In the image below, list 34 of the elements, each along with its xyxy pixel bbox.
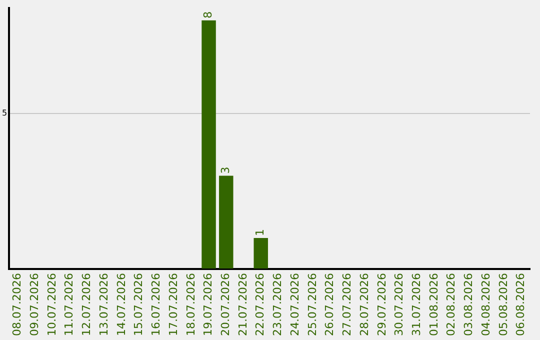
x-tick-label: 14.07.2026 [114, 273, 128, 336]
x-tick-label: 27.07.2026 [340, 273, 354, 336]
x-tick-label: 25.07.2026 [306, 273, 319, 336]
data-label: 8 [202, 11, 215, 18]
x-tick-label: 13.07.2026 [97, 273, 110, 336]
x-tick-label: 31.07.2026 [410, 273, 423, 336]
x-tick-label: 01.08.2026 [427, 273, 440, 336]
x-tick-label: 06.08.2026 [514, 273, 528, 336]
x-tick-label: 12.07.2026 [80, 273, 94, 336]
x-tick-label: 24.07.2026 [288, 273, 302, 336]
x-tick-label: 22.07.2026 [254, 273, 267, 336]
x-tick-label: 16.07.2026 [150, 273, 163, 336]
x-tick-label: 17.07.2026 [166, 273, 180, 336]
x-tick-label: 21.07.2026 [236, 273, 250, 336]
x-tick-label: 11.07.2026 [62, 273, 76, 336]
x-tick-label: 02.08.2026 [444, 273, 458, 336]
x-tick-label: 04.08.2026 [479, 273, 492, 336]
data-label: 3 [218, 166, 232, 174]
data-label: 1 [254, 228, 267, 236]
x-tick-label: 26.07.2026 [323, 273, 336, 336]
x-tick-label: 05.08.2026 [496, 273, 510, 336]
x-tick-label: 03.08.2026 [462, 273, 476, 336]
x-tick-label: 09.07.2026 [28, 273, 41, 336]
x-tick-label: 19.07.2026 [202, 273, 215, 336]
x-tick-label: 10.07.2026 [45, 273, 58, 336]
x-tick-label: 20.07.2026 [218, 273, 232, 336]
x-tick-label: 30.07.2026 [392, 273, 406, 336]
x-tick-label: 23.07.2026 [271, 273, 284, 336]
x-tick-label: 08.07.2026 [10, 273, 24, 336]
y-tick-label: 5 [2, 108, 8, 118]
x-tick-label: 29.07.2026 [375, 273, 388, 336]
x-tick-label: 28.07.2026 [358, 273, 371, 336]
x-tick-label: 18.07.2026 [184, 273, 198, 336]
x-tick-label: 15.07.2026 [132, 273, 146, 336]
